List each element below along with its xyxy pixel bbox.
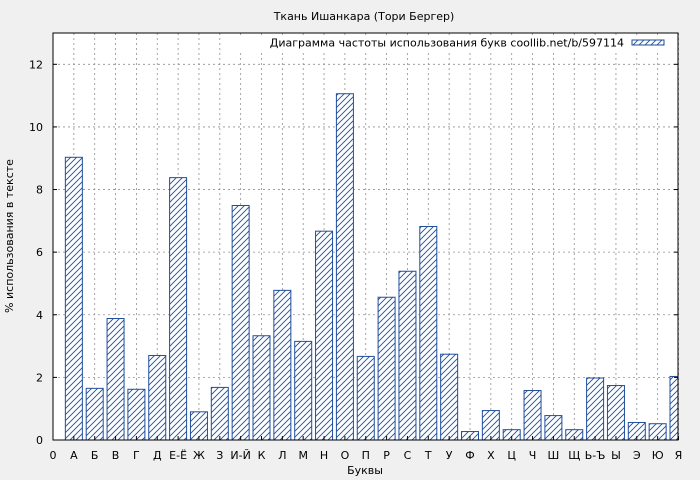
legend-swatch	[631, 39, 665, 46]
y-tick-label: 0	[36, 434, 43, 447]
x-tick-label: Г	[133, 449, 140, 462]
bar-5	[148, 354, 167, 441]
chart-title: Ткань Ишанкара (Тори Бергер)	[273, 10, 455, 23]
x-tick-label: Ю	[652, 449, 664, 462]
bar-6	[169, 177, 188, 441]
bar-1	[64, 156, 83, 441]
x-tick-label: Э	[633, 449, 641, 462]
x-tick-label: Ш	[548, 449, 560, 462]
x-tick-label: Р	[383, 449, 390, 462]
x-tick-label: Л	[278, 449, 286, 462]
x-tick-label: У	[446, 449, 453, 462]
bar-9	[231, 205, 250, 441]
bar-8	[210, 386, 229, 441]
bar-10	[252, 335, 271, 441]
x-axis-label: Буквы	[347, 464, 383, 477]
x-tick-label: Т	[424, 449, 432, 462]
x-axis-ticks: 0 А Б В Г Д Е-Ё Ж З И-Й К Л М Н О П Р С Т У Ф Х Ц Ч Ш Щ Ь-Ъ Ы Э Ю Я	[50, 436, 683, 462]
bar-27	[606, 385, 625, 441]
bar-11	[273, 289, 292, 441]
bar-21	[481, 410, 500, 441]
x-tick-label: М	[298, 449, 308, 462]
x-tick-label: В	[112, 449, 120, 462]
x-tick-label: Б	[91, 449, 99, 462]
bar-19	[440, 353, 459, 441]
x-tick-label: З	[216, 449, 223, 462]
x-tick-label: И-Й	[230, 449, 250, 462]
y-tick-label: 8	[36, 184, 43, 197]
bar-13	[315, 230, 334, 441]
x-tick-label: Ч	[529, 449, 537, 462]
y-tick-label: 4	[36, 309, 43, 322]
x-tick-label: Ф	[465, 449, 474, 462]
y-axis-label: % использования в тексте	[3, 159, 16, 313]
x-tick-label: Щ	[568, 449, 580, 462]
bar-23	[523, 390, 542, 441]
bar-26	[586, 377, 605, 441]
x-tick-label: Н	[320, 449, 328, 462]
x-tick-label: Е-Ё	[169, 449, 187, 462]
x-tick-label: Ь-Ъ	[585, 449, 606, 462]
legend: Диаграмма частоты использования букв coo…	[240, 35, 676, 50]
bar-18	[419, 225, 438, 441]
bar-4	[127, 388, 146, 441]
x-tick-label: Х	[487, 449, 495, 462]
bar-12	[294, 340, 313, 441]
bar-16	[377, 296, 396, 441]
x-tick-label: К	[258, 449, 266, 462]
x-origin-label: 0	[50, 449, 57, 462]
y-tick-label: 12	[29, 58, 43, 71]
y-tick-label: 2	[36, 371, 43, 384]
legend-background	[240, 35, 676, 50]
x-tick-label: Д	[153, 449, 162, 462]
x-tick-label: П	[362, 449, 370, 462]
bar-14	[335, 93, 354, 441]
bar-15	[356, 355, 375, 441]
grid-lines	[53, 33, 679, 440]
x-tick-label: Я	[675, 449, 683, 462]
x-tick-label: Ж	[193, 449, 205, 462]
bar-2	[85, 387, 104, 441]
y-tick-label: 10	[29, 121, 43, 134]
legend-label: Диаграмма частоты использования букв coo…	[270, 37, 624, 50]
bar-7	[189, 411, 208, 441]
x-tick-label: Ы	[611, 449, 621, 462]
x-tick-label: О	[341, 449, 350, 462]
x-tick-label: Ц	[507, 449, 516, 462]
y-tick-label: 6	[36, 246, 43, 259]
bar-30	[669, 375, 679, 441]
y-axis-ticks: 0 2 4 6 8 10 12	[29, 58, 678, 447]
x-tick-label: А	[70, 449, 78, 462]
bar-3	[106, 318, 125, 441]
bar-17	[398, 270, 417, 441]
x-tick-label: С	[404, 449, 412, 462]
